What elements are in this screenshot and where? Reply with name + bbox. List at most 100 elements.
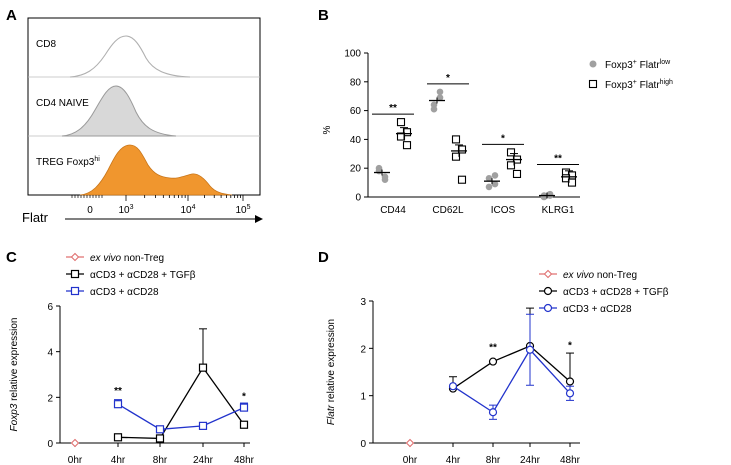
y-tick-label: 1 — [360, 392, 366, 403]
panel-letter-b: B — [318, 7, 329, 24]
data-point-low — [430, 105, 438, 113]
flatr-axis-label: Flatr — [22, 210, 49, 225]
data-point-high — [451, 152, 461, 161]
row-label-treg: TREG Foxp3hi — [36, 156, 100, 168]
x-tick-label: 48hr — [234, 455, 255, 465]
data-point — [488, 408, 498, 417]
data-point-high — [451, 135, 461, 144]
significance-label: * — [242, 392, 246, 403]
y-tick-label: 100 — [344, 49, 361, 60]
chart-c: 0 2 4 6 0hr 4hr 8hr 24hr 48hr Foxp3 relative expr… — [9, 252, 255, 465]
data-point — [239, 403, 249, 412]
x-tick-label: 0hr — [403, 455, 418, 465]
legend-label-low: Foxp3+ Flatrlow — [605, 59, 671, 71]
legend-label: αCD3 + αCD28 + TGFβ — [563, 287, 669, 298]
significance-label: ** — [389, 103, 397, 114]
legend-label: αCD3 + αCD28 — [90, 287, 159, 298]
data-point-low — [436, 94, 444, 101]
x-tick-label: 4hr — [446, 455, 461, 465]
panel-letter-c: C — [6, 249, 17, 266]
data-point — [113, 400, 123, 409]
legend-marker — [70, 286, 80, 296]
y-axis-label: Flatr relative expression — [326, 319, 337, 425]
x-tick-label: 48hr — [560, 455, 581, 465]
y-tick-label: 60 — [350, 106, 362, 117]
data-point-low — [485, 183, 493, 191]
data-point-low — [381, 176, 389, 184]
legend-marker-low — [589, 60, 597, 68]
data-point — [198, 363, 208, 372]
data-point-low — [485, 174, 493, 182]
data-point — [70, 438, 80, 448]
legend-label: αCD3 + αCD28 + TGFβ — [90, 270, 196, 281]
legend-label: αCD3 + αCD28 — [563, 304, 632, 315]
x-tick-label: 24hr — [193, 455, 214, 465]
data-point-low — [436, 88, 444, 96]
data-point-high — [506, 148, 516, 157]
row-label-cd4-naive: CD4 NAIVE — [36, 98, 89, 109]
data-point — [565, 389, 575, 398]
data-point-high — [457, 175, 467, 184]
data-point-high — [396, 118, 406, 127]
flatr-tick-1e5: 105 — [235, 204, 250, 216]
data-point-high — [457, 145, 467, 154]
x-tick-label: ICOS — [491, 205, 516, 216]
row-label-cd8: CD8 — [36, 39, 56, 50]
series-line — [117, 403, 245, 430]
panel-b: B 0 20 40 60 80 100% CD44 ** CD62L * ICOS * KLRG1 ** F… — [318, 7, 673, 216]
data-point — [525, 345, 535, 354]
data-point-low — [546, 190, 554, 198]
histogram-cd4-naive — [61, 85, 177, 137]
y-axis-label: Foxp3 relative expression — [9, 318, 20, 432]
x-tick-label: 8hr — [486, 455, 501, 465]
data-point-high — [567, 178, 577, 187]
x-tick-label: KLRG1 — [542, 205, 575, 216]
data-point — [155, 425, 165, 434]
significance-label: ** — [489, 343, 497, 354]
legend-marker — [543, 269, 553, 279]
series-line — [117, 366, 245, 440]
data-point — [239, 420, 249, 429]
legend-label-high: Foxp3+ Flatrhigh — [605, 79, 673, 91]
panel-a: A CD8 CD4 NAIVE TREG Foxp3hi 0 103 104 1… — [6, 7, 263, 225]
y-tick-label: 2 — [47, 393, 53, 404]
data-point — [565, 377, 575, 386]
panel-letter-a: A — [6, 7, 17, 24]
legend-marker — [543, 286, 553, 296]
flatr-tick-0: 0 — [87, 205, 93, 216]
y-tick-label: 40 — [350, 135, 362, 146]
y-tick-label: 0 — [47, 439, 53, 450]
y-tick-label: 80 — [350, 77, 362, 88]
significance-label: * — [501, 133, 505, 144]
significance-label: * — [446, 73, 450, 84]
y-tick-label: 6 — [47, 302, 53, 313]
x-tick-label: 0hr — [68, 455, 83, 465]
histogram-treg — [79, 144, 233, 196]
data-point — [113, 433, 123, 442]
data-point — [488, 357, 498, 366]
significance-label: ** — [554, 154, 562, 165]
data-point-low — [491, 180, 499, 188]
legend-label: ex vivo non-Treg — [563, 270, 637, 281]
flatr-tick-1e4: 104 — [180, 204, 195, 216]
legend-marker — [70, 252, 80, 262]
x-tick-label: 24hr — [520, 455, 541, 465]
y-tick-label: 3 — [360, 297, 366, 308]
y-tick-label: 4 — [47, 348, 53, 359]
chart-b: 0 20 40 60 80 100% CD44 ** CD62L * ICOS * KLRG1 ** Fox… — [322, 49, 673, 217]
panel-c: C 0 2 4 6 0hr 4hr 8hr 24hr 48hr Foxp3 relative ex… — [6, 249, 255, 465]
x-tick-label: CD44 — [380, 205, 406, 216]
y-axis-label: % — [322, 125, 333, 134]
legend-marker — [70, 269, 80, 279]
data-point — [155, 434, 165, 443]
data-point-low — [491, 172, 499, 179]
x-tick-label: CD62L — [432, 205, 464, 216]
data-point — [405, 438, 415, 448]
legend-label: ex vivo non-Treg — [90, 253, 164, 264]
data-point-high — [512, 169, 522, 179]
y-tick-label: 2 — [360, 344, 366, 355]
chart-d: 0 1 2 3 0hr 4hr 8hr 24hr 48hr Flatr relative expr… — [326, 269, 669, 465]
y-tick-label: 20 — [350, 164, 362, 175]
legend-marker-high — [588, 79, 598, 89]
